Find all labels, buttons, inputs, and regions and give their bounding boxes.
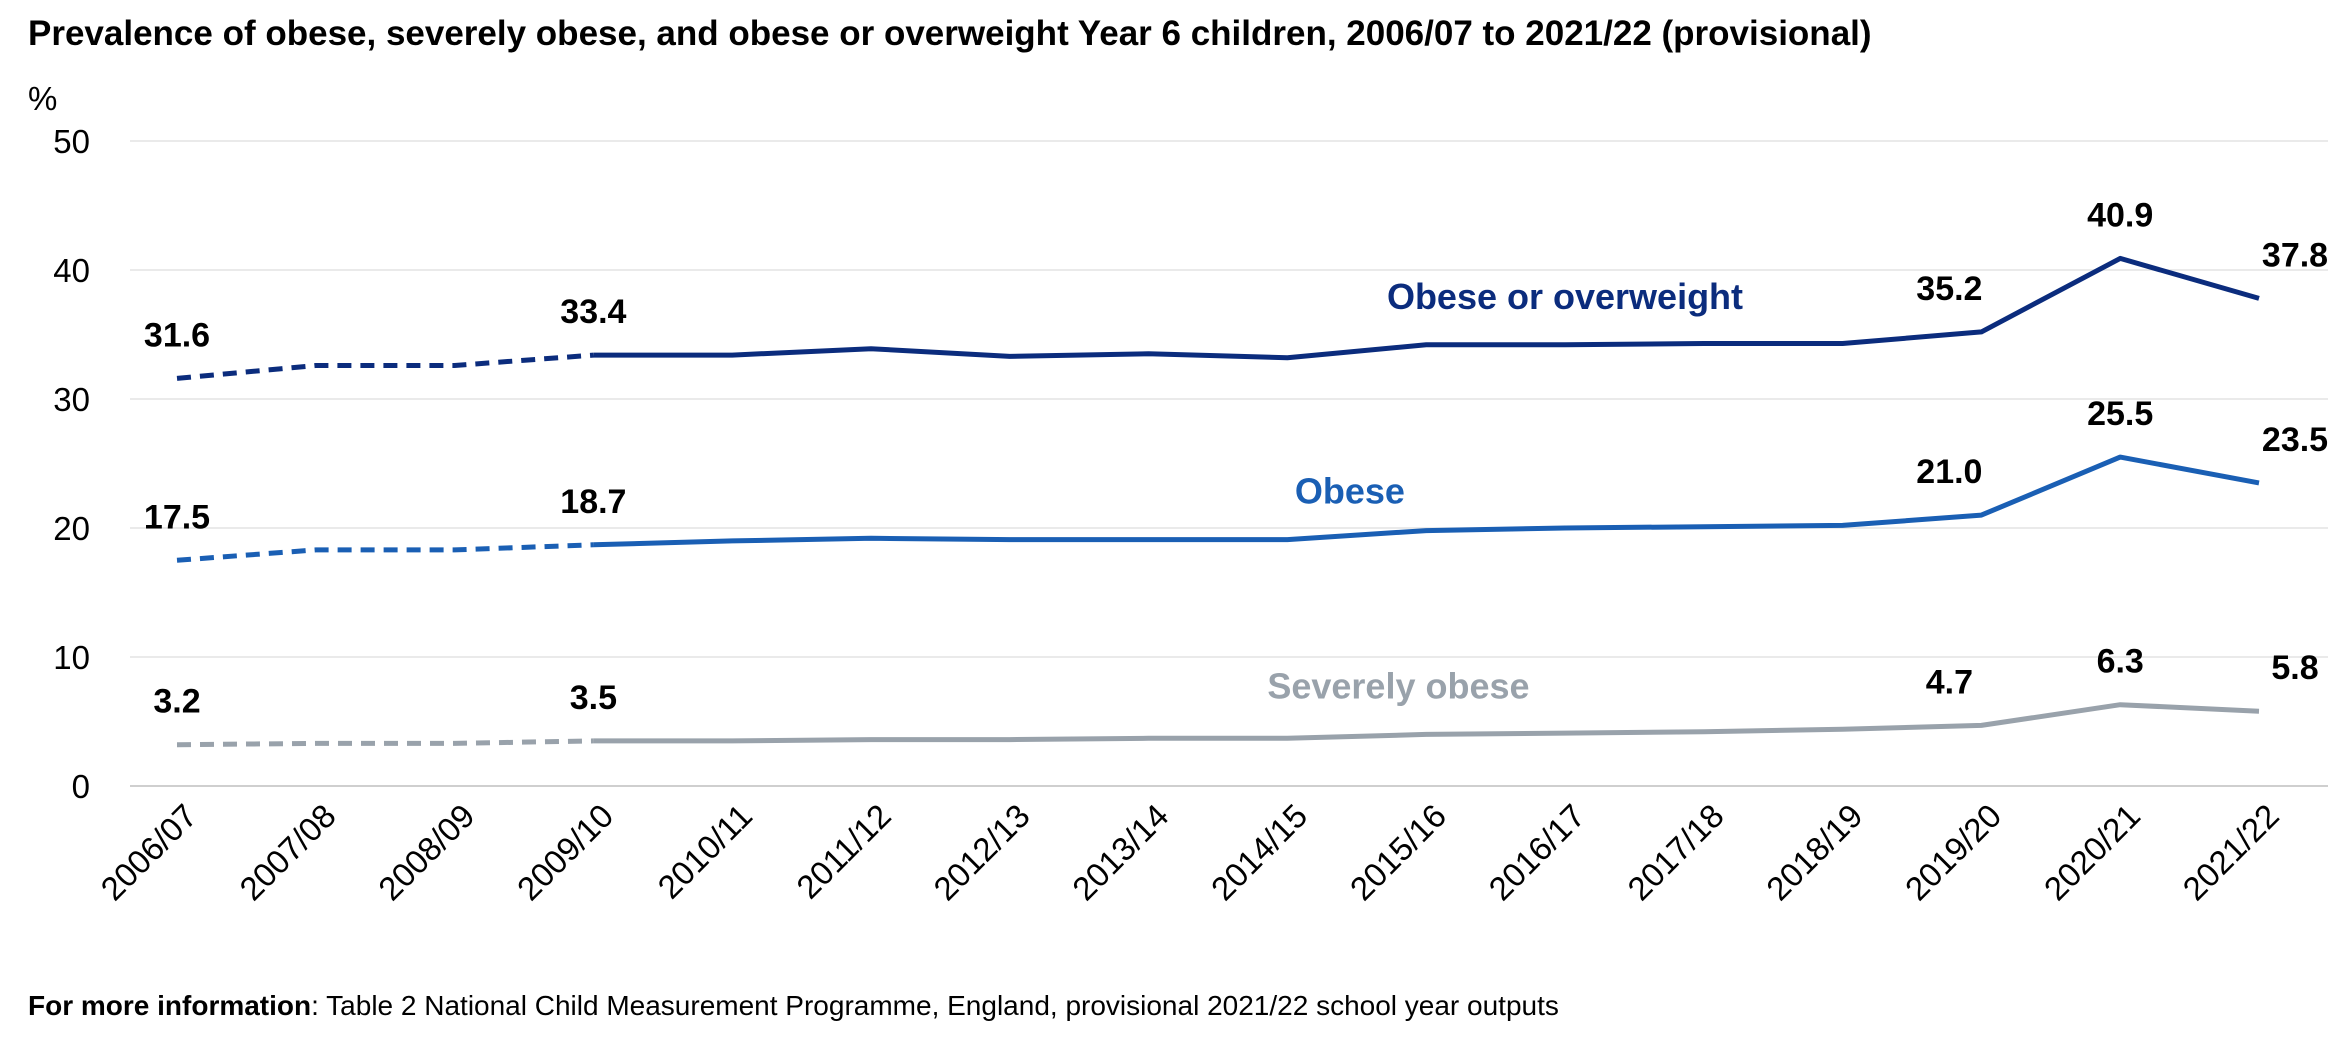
x-tick-label: 2019/20 (1898, 797, 2009, 908)
data-label: 3.2 (153, 683, 200, 721)
series-line-dashed (176, 352, 594, 381)
x-tick-label: 2010/11 (650, 797, 759, 906)
data-label: 40.9 (2087, 196, 2153, 234)
series-line-solid (593, 454, 2260, 548)
series-name-labels: Obese or overweight Obese Severely obese (1267, 276, 1743, 707)
footnote: For more information: Table 2 National C… (28, 990, 1559, 1022)
data-label: 31.6 (144, 316, 210, 354)
x-axis-ticks: 2006/07 2007/08 2008/09 2009/10 2010/11 2011/… (93, 797, 2286, 908)
x-tick-label: 2006/07 (93, 797, 204, 908)
x-tick-label: 2008/09 (371, 797, 482, 908)
series-lines (176, 255, 2260, 748)
chart-title: Prevalence of obese, severely obese, and… (28, 14, 1872, 53)
y-tick-label: 0 (72, 768, 90, 805)
data-label: 6.3 (2097, 643, 2144, 681)
x-tick-label: 2012/13 (926, 797, 1037, 908)
y-axis-ticks: 0 10 20 30 40 50 (53, 123, 90, 805)
data-label: 23.5 (2262, 421, 2328, 459)
x-tick-label: 2007/08 (232, 797, 343, 908)
y-tick-label: 50 (53, 123, 90, 160)
y-axis-unit-label: % (28, 80, 57, 117)
x-tick-label: 2018/19 (1759, 797, 1870, 908)
data-label: 25.5 (2087, 395, 2153, 433)
footnote-bold: For more information (28, 990, 312, 1021)
data-label: 5.8 (2271, 649, 2318, 687)
x-tick-label: 2011/12 (789, 797, 898, 906)
x-tick-label: 2013/14 (1065, 797, 1176, 908)
x-tick-label: 2014/15 (1204, 797, 1315, 908)
data-label: 21.0 (1916, 453, 1982, 491)
y-tick-label: 20 (53, 510, 90, 547)
series-line-solid (593, 255, 2260, 361)
series-line-dashed (176, 542, 594, 563)
gridlines (130, 140, 2328, 787)
y-tick-label: 10 (53, 639, 90, 676)
data-label: 4.7 (1926, 663, 1973, 701)
data-label: 33.4 (560, 293, 626, 331)
data-label: 17.5 (144, 498, 210, 536)
x-tick-label: 2020/21 (2037, 797, 2148, 908)
x-tick-label: 2009/10 (510, 797, 621, 908)
x-tick-label: 2015/16 (1343, 797, 1454, 908)
data-label: 3.5 (570, 679, 617, 717)
data-labels: 31.6 33.4 35.2 40.9 37.8 17.5 18.7 21.0 25.5 23.5… (144, 196, 2328, 720)
data-label: 35.2 (1916, 270, 1982, 308)
y-tick-label: 30 (53, 381, 90, 418)
series-name-label: Obese (1295, 471, 1405, 512)
x-tick-label: 2016/17 (1481, 797, 1592, 908)
x-tick-label: 2017/18 (1620, 797, 1731, 908)
data-label: 37.8 (2262, 236, 2328, 274)
series-name-label: Severely obese (1267, 665, 1529, 706)
series-line-solid (593, 702, 2260, 744)
x-tick-label: 2021/22 (2175, 797, 2286, 908)
data-label: 18.7 (560, 483, 626, 521)
series-name-label: Obese or overweight (1387, 276, 1743, 317)
y-tick-label: 40 (53, 252, 90, 289)
footnote-text: : Table 2 National Child Measurement Pro… (311, 990, 1559, 1021)
series-line-dashed (176, 738, 594, 748)
